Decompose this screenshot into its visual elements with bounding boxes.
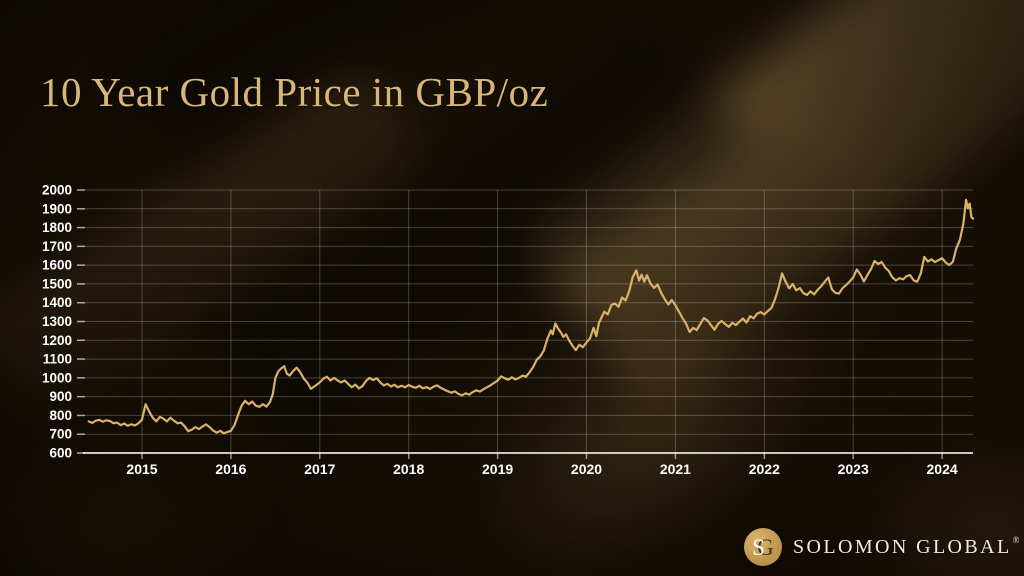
y-tick-label: 800	[49, 408, 72, 423]
x-gridlines	[141, 190, 943, 453]
x-tick-label: 2018	[393, 461, 424, 477]
axis-ticks	[77, 189, 943, 459]
y-tick-label: 2000	[42, 183, 72, 198]
x-tick-label: 2022	[749, 461, 780, 477]
x-tick-label: 2021	[660, 461, 691, 477]
x-tick-label: 2015	[126, 461, 157, 477]
y-tick-label: 1600	[42, 258, 72, 273]
brand-name-text: SOLOMON GLOBAL	[793, 536, 1012, 558]
brand-name: SOLOMON GLOBAL®	[793, 535, 1019, 559]
y-tick-label: 700	[49, 427, 72, 442]
x-tick-label: 2020	[571, 461, 602, 477]
y-axis-labels: 600 700 800 900 1000 1100 1200 1300 1400 1500 1600…	[42, 183, 72, 461]
y-tick-label: 1200	[42, 333, 72, 348]
x-tick-label: 2017	[304, 461, 335, 477]
y-tick-label: 1700	[42, 239, 72, 254]
registered-mark: ®	[1012, 535, 1020, 545]
x-tick-label: 2023	[838, 461, 869, 477]
y-tick-label: 1900	[42, 201, 72, 216]
y-tick-label: 1300	[42, 314, 72, 329]
x-axis-labels: 2015 2016 2017 2018 2019 2020 2021 2022 2023 2024	[126, 461, 957, 477]
y-tick-label: 1400	[42, 295, 72, 310]
x-tick-label: 2019	[482, 461, 513, 477]
monogram-s: S	[752, 534, 766, 560]
price-line	[87, 198, 975, 435]
y-tick-label: 1500	[42, 276, 72, 291]
y-gridlines	[85, 189, 973, 435]
y-tick-label: 1000	[42, 370, 72, 385]
x-tick-label: 2024	[927, 461, 958, 477]
y-tick-label: 1100	[43, 352, 72, 367]
y-tick-label: 600	[49, 446, 72, 461]
monogram-g: G	[757, 534, 774, 560]
y-tick-label: 900	[49, 389, 72, 404]
x-tick-label: 2016	[215, 461, 246, 477]
y-tick-label: 1800	[42, 220, 72, 235]
page-title: 10 Year Gold Price in GBP/oz	[40, 69, 549, 115]
